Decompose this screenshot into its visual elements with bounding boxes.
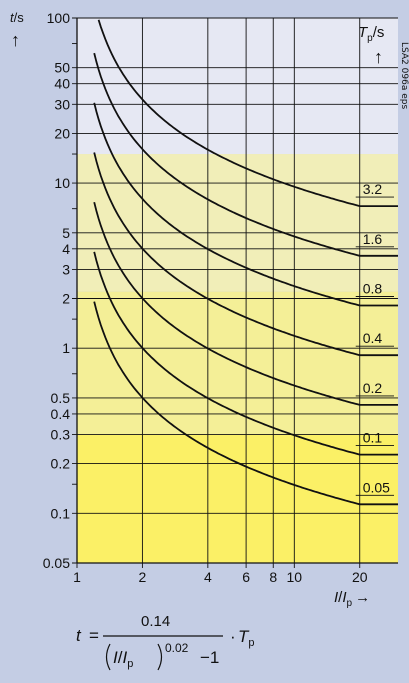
- curve-label: 1.6: [363, 231, 383, 247]
- y-tick-label: 0.4: [51, 406, 71, 422]
- background-bands: [77, 18, 398, 563]
- curve-label: 0.8: [363, 281, 383, 297]
- x-tick-label: 6: [242, 569, 250, 585]
- x-tick-label: 8: [269, 569, 277, 585]
- y-tick-label: 10: [54, 175, 70, 191]
- x-axis-label: I/Ip →: [334, 589, 370, 609]
- y-tick-label: 50: [54, 60, 70, 76]
- y-axis-label: t/s: [10, 10, 24, 25]
- curve-label: 0.2: [363, 380, 383, 396]
- side-identifier: LSA2 096a eps: [399, 42, 409, 109]
- formula-multiplier: Tp: [238, 627, 255, 649]
- x-tick-label: 1: [73, 569, 81, 585]
- y-tick-label: 30: [54, 96, 70, 112]
- curve-tp-1.6: [93, 52, 398, 257]
- curve-label: 3.2: [363, 181, 383, 197]
- formula-lhs: t: [76, 626, 82, 645]
- y-tick-label: 0.05: [43, 555, 70, 571]
- left-paren: [105, 643, 111, 671]
- x-tick-label: 2: [139, 569, 147, 585]
- curves: 3.2 1.6 0.8 0.4 0.2 0.1 0.05: [93, 19, 398, 506]
- y-tick-label: 0.3: [51, 427, 71, 443]
- curve-tp-0.05: [93, 301, 398, 506]
- right-paren: [157, 643, 163, 671]
- y-tick-label: 2: [62, 290, 70, 306]
- band-1: [77, 154, 398, 292]
- formula-minus-one: −1: [200, 648, 219, 667]
- y-tick-label: 3: [62, 261, 70, 277]
- y-tick-label: 1: [62, 340, 70, 356]
- y-tick-label: 4: [62, 241, 70, 257]
- formula: t = 0.14 I/Ip 0.02 −1 · Tp: [76, 613, 255, 671]
- curve-label: 0.4: [363, 330, 383, 346]
- curve-tp-0.1: [93, 251, 398, 456]
- formula-denominator: I/Ip: [113, 648, 133, 670]
- band-3: [77, 434, 398, 563]
- y-tick-label: 0.2: [51, 456, 71, 472]
- curve-tp-0.2: [93, 201, 398, 406]
- formula-exponent: 0.02: [165, 641, 189, 655]
- curve-label: 0.05: [363, 479, 390, 495]
- formula-dot: ·: [230, 627, 236, 646]
- curve-label: 0.1: [363, 430, 383, 446]
- x-tick-label: 20: [352, 569, 368, 585]
- curve-tp-0.8: [93, 102, 398, 307]
- y-tick-label: 0.1: [51, 505, 71, 521]
- y-axis-arrow-icon: ↑: [11, 30, 20, 50]
- parameter-arrow-icon: ↑: [374, 47, 383, 67]
- curve-tp-3.2: [97, 19, 398, 208]
- curve-tp-0.4: [93, 152, 398, 357]
- formula-numerator: 0.14: [141, 613, 170, 630]
- grid-lines: [72, 17, 398, 568]
- x-tick-label: 10: [287, 569, 303, 585]
- y-tick-label: 100: [47, 10, 71, 26]
- y-tick-label: 0.5: [51, 390, 71, 406]
- y-tick-label: 20: [54, 125, 70, 141]
- x-tick-label: 4: [204, 569, 212, 585]
- y-tick-label: 40: [54, 76, 70, 92]
- y-tick-label: 5: [62, 225, 70, 241]
- parameter-label: Tp/s: [358, 24, 384, 44]
- formula-equals: =: [89, 626, 99, 645]
